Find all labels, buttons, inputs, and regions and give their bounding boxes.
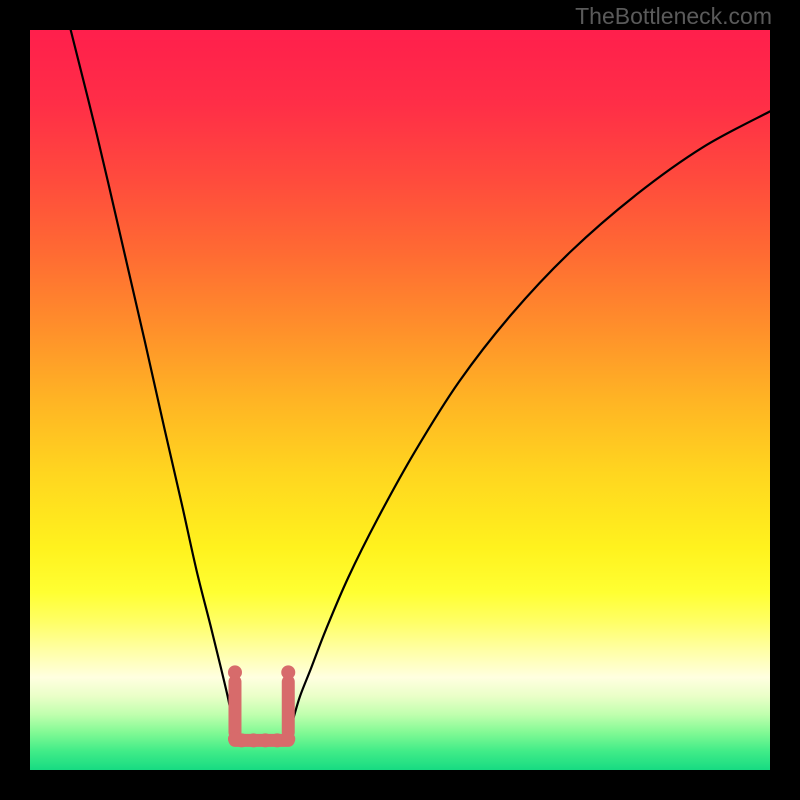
watermark-text: TheBottleneck.com — [575, 3, 772, 30]
marker-dot — [228, 732, 242, 746]
bottleneck-curve-left — [71, 30, 235, 733]
marker-dot — [228, 665, 242, 679]
chart-container: TheBottleneck.com — [0, 0, 800, 800]
curve-layer — [0, 0, 800, 800]
bottleneck-curve-right — [289, 111, 770, 733]
marker-dot — [281, 665, 295, 679]
marker-dot — [281, 732, 295, 746]
marker-bar — [282, 675, 295, 739]
marker-bar — [228, 675, 241, 739]
marker-group — [228, 665, 295, 747]
